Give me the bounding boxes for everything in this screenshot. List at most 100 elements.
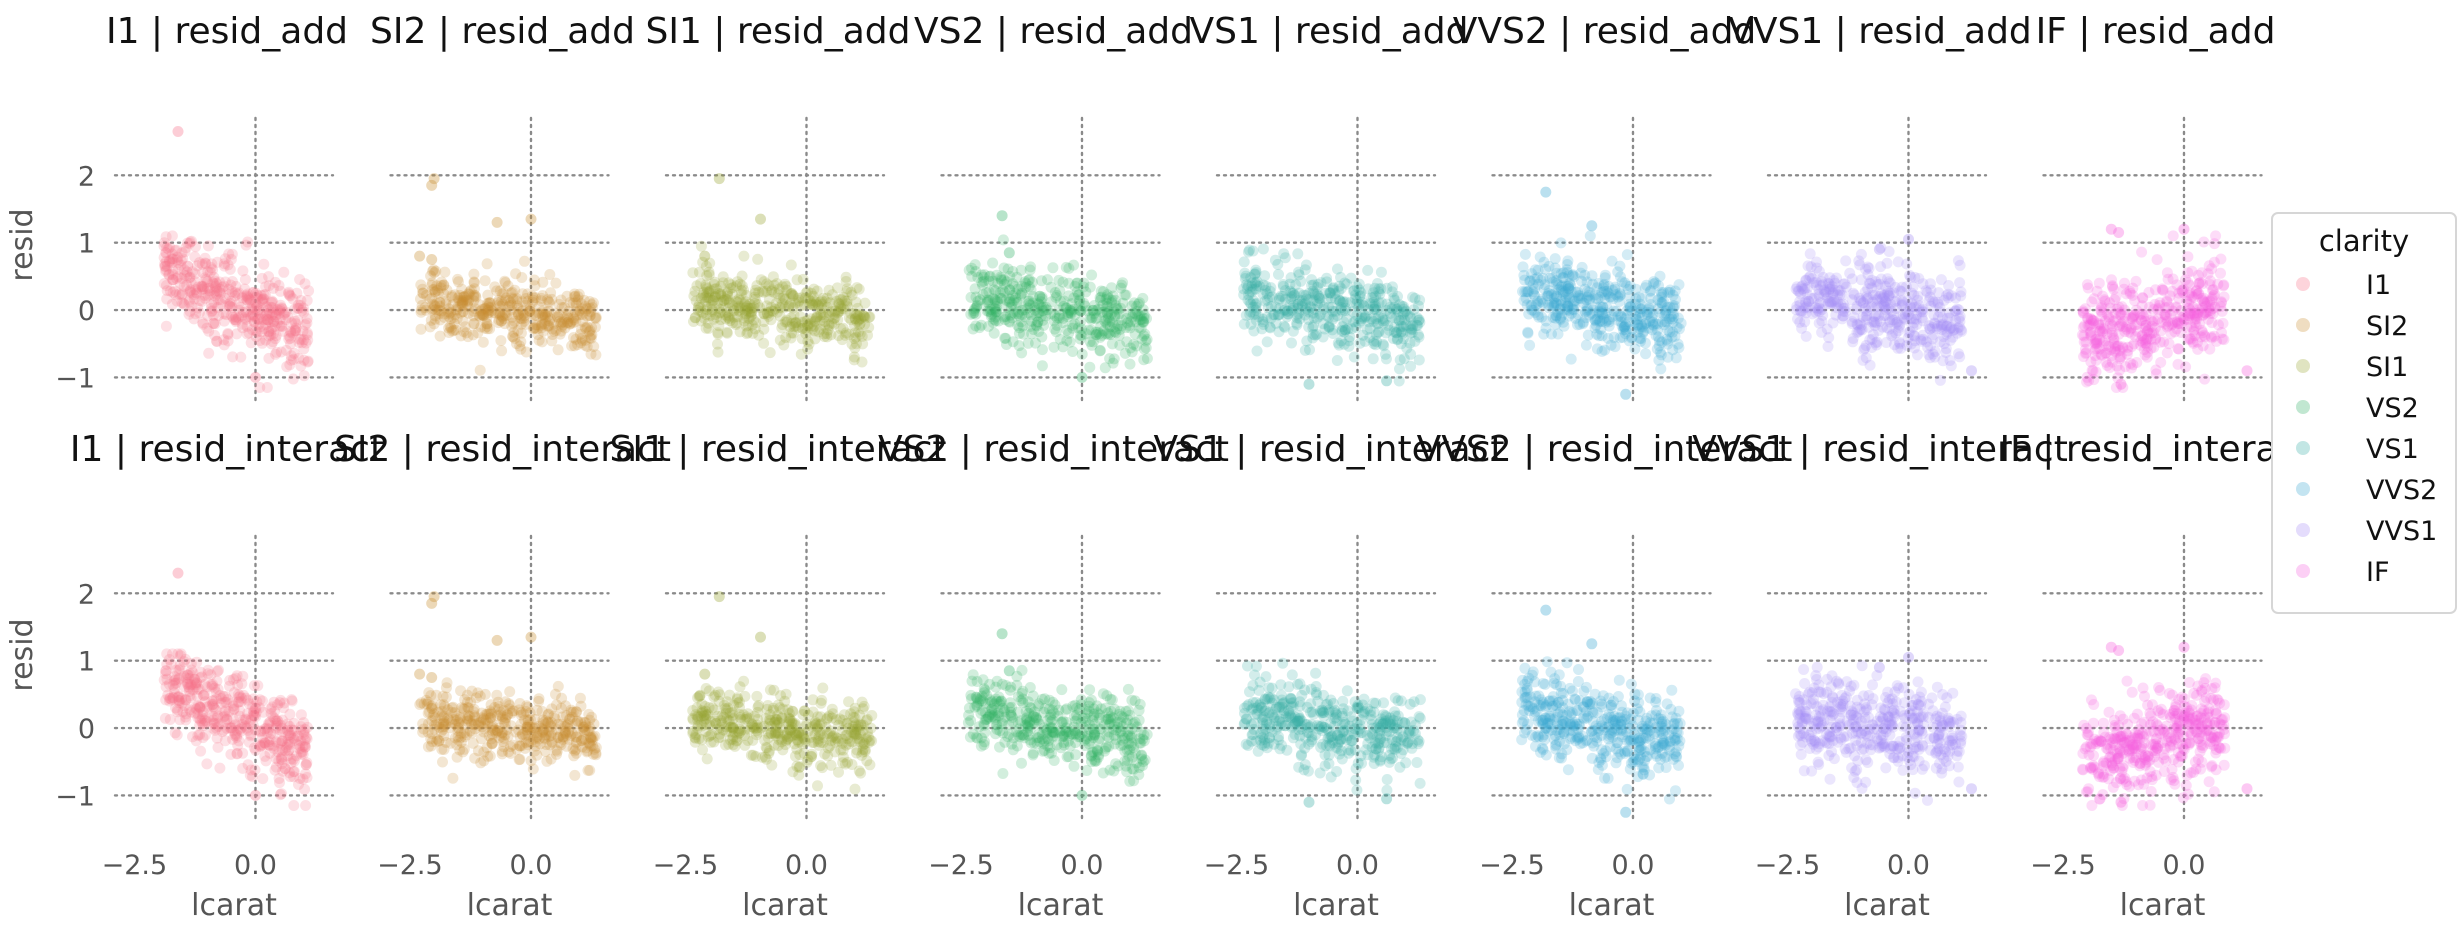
scatter-point [248, 302, 260, 314]
scatter-point [184, 236, 196, 248]
scatter-point [497, 298, 509, 310]
scatter-point [698, 710, 710, 722]
facet-panels [113, 116, 2263, 821]
scatter-point [1097, 767, 1109, 779]
scatter-point [812, 780, 823, 792]
scatter-point [283, 330, 295, 342]
scatter-point [524, 306, 536, 318]
scatter-point [482, 304, 494, 316]
scatter-point [762, 700, 774, 711]
scatter-point [251, 326, 263, 338]
scatter-point [260, 334, 272, 346]
scatter-point [732, 276, 743, 288]
scatter-point [1550, 290, 1562, 302]
scatter-point [292, 302, 304, 314]
scatter-point [273, 280, 285, 291]
scatter-point [768, 287, 780, 298]
scatter-point [252, 680, 264, 692]
scatter-point [506, 311, 518, 323]
scatter-point [230, 314, 242, 326]
scatter-point [186, 266, 198, 278]
scatter-point [727, 317, 739, 329]
scatter-point [983, 275, 995, 287]
scatter-point [1819, 286, 1831, 298]
scatter-point [440, 295, 452, 307]
scatter-point [1830, 309, 1842, 321]
scatter-point [276, 321, 288, 332]
scatter-point [190, 284, 202, 296]
scatter-point [263, 352, 275, 364]
scatter-point [199, 292, 211, 304]
scatter-point [817, 682, 829, 694]
scatter-point [1552, 328, 1564, 340]
scatter-point [186, 287, 198, 299]
scatter-point [219, 276, 231, 288]
scatter-point [188, 313, 200, 325]
scatter-point [263, 280, 275, 292]
scatter-point [288, 766, 300, 777]
scatter-point [584, 325, 596, 336]
scatter-point [264, 307, 276, 319]
scatter-point [2178, 313, 2190, 325]
scatter-point [1025, 261, 1037, 273]
scatter-point [214, 294, 226, 306]
scatter-point [1810, 306, 1822, 318]
scatter-point [300, 800, 312, 811]
scatter-point [302, 329, 313, 341]
scatter-point [178, 264, 190, 276]
scatter-point [537, 290, 549, 302]
scatter-point [2121, 321, 2132, 333]
scatter-point [209, 275, 221, 287]
scatter-point [780, 332, 792, 343]
scatter-point [184, 286, 196, 298]
scatter-point [1563, 269, 1575, 281]
scatter-point [1049, 323, 1061, 335]
scatter-point [276, 758, 288, 770]
scatter-point [458, 291, 470, 303]
scatter-point [183, 272, 195, 284]
scatter-point [778, 291, 790, 303]
scatter-point [163, 268, 175, 280]
scatter-point [224, 298, 236, 309]
scatter-point [565, 318, 577, 329]
scatter-point [515, 310, 527, 321]
scatter-point [520, 299, 532, 311]
scatter-point [277, 325, 289, 337]
scatter-point [1257, 243, 1269, 255]
scatter-point [281, 361, 293, 373]
scatter-point [160, 231, 172, 243]
scatter-point [468, 276, 480, 288]
scatter-point [590, 349, 602, 361]
scatter-point [784, 724, 796, 736]
scatter-point [752, 253, 764, 265]
scatter-point [1299, 344, 1311, 356]
scatter-point [172, 251, 184, 263]
scatter-point [1823, 332, 1835, 344]
scatter-point-outlier [160, 247, 172, 259]
scatter-point [2114, 364, 2126, 376]
scatter-point [1888, 287, 1900, 299]
scatter-point [1654, 335, 1665, 347]
scatter-point-outlier [426, 254, 438, 265]
scatter-point [1308, 279, 1320, 291]
scatter-point [240, 306, 252, 318]
scatter-point [1590, 292, 1602, 304]
scatter-point-outlier [755, 213, 766, 225]
scatter-point [1023, 298, 1035, 310]
scatter-point [268, 315, 280, 327]
scatter-point [255, 290, 267, 302]
scatter-point [260, 289, 271, 301]
scatter-point [163, 269, 175, 281]
scatter-point [208, 317, 220, 329]
scatter-point [244, 718, 256, 730]
scatter-point [815, 760, 827, 772]
scatter-point [2198, 236, 2210, 248]
scatter-point [210, 282, 222, 294]
scatter-point [1527, 286, 1539, 298]
scatter-point [298, 354, 310, 366]
scatter-point [1942, 288, 1954, 300]
scatter-point [258, 323, 270, 335]
scatter-point [264, 316, 276, 328]
scatter-point [204, 285, 216, 297]
scatter-point [190, 308, 202, 320]
